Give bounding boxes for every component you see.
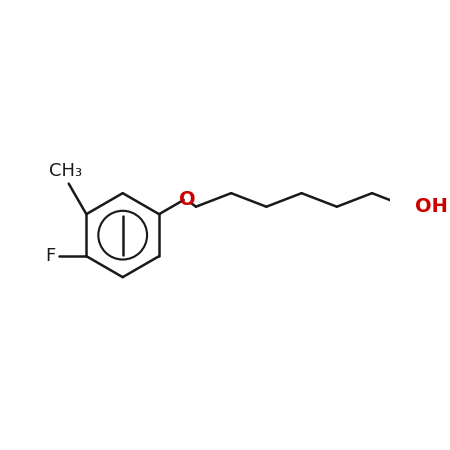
Text: O: O xyxy=(179,190,195,209)
Text: F: F xyxy=(45,247,55,265)
Text: OH: OH xyxy=(415,197,448,216)
Text: CH₃: CH₃ xyxy=(50,162,83,180)
